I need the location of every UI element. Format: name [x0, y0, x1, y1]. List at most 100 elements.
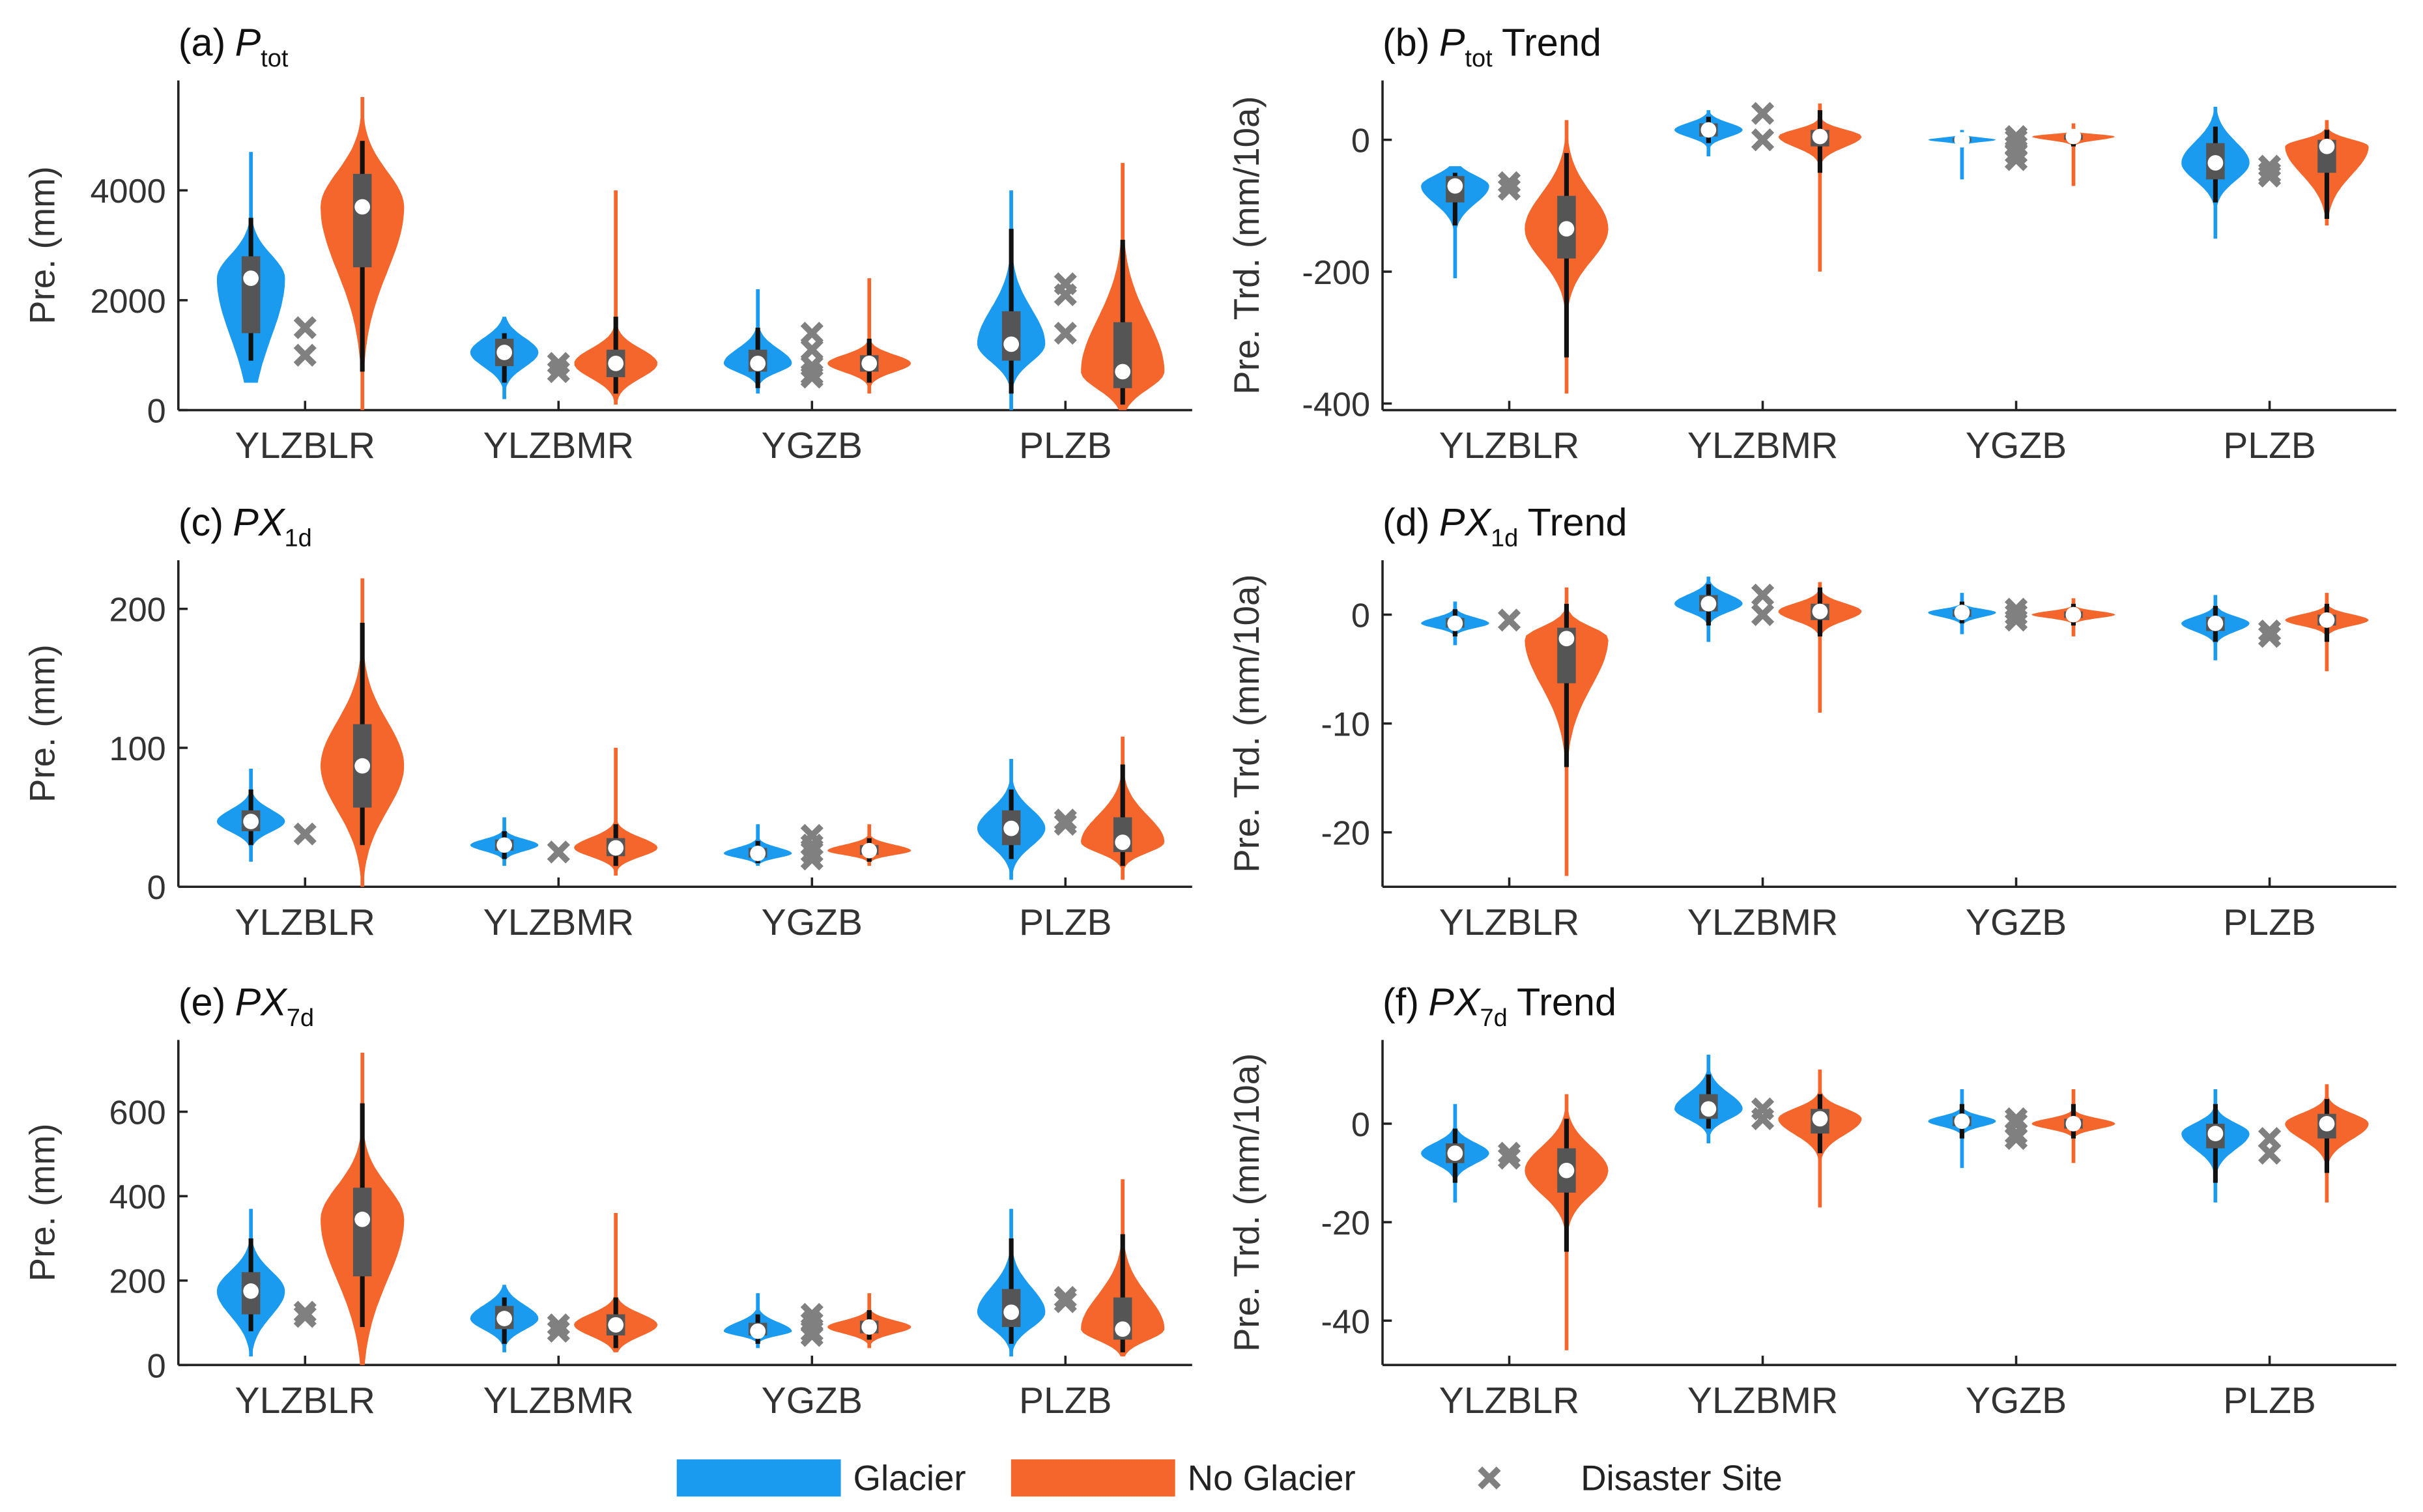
cross-stroke — [800, 840, 824, 864]
cross-stroke — [2258, 625, 2282, 648]
x-tick-label: YLZBMR — [1687, 902, 1838, 943]
cross-stroke — [2004, 141, 2028, 165]
median — [1812, 603, 1828, 620]
median — [1447, 616, 1463, 631]
median — [1700, 1101, 1717, 1117]
legend-swatch — [676, 1459, 841, 1497]
cross-stroke — [2004, 608, 2028, 632]
median — [861, 842, 878, 859]
median — [243, 814, 259, 829]
median — [1812, 1111, 1828, 1127]
violin — [827, 278, 911, 394]
x-tick-label: YGZB — [1966, 1380, 2067, 1421]
cross-stroke — [800, 1324, 824, 1347]
x-tick-label: YLZBLR — [1439, 1380, 1579, 1421]
y-axis-label: Pre. (mm) — [23, 1123, 63, 1281]
disaster-marker — [1054, 812, 1077, 836]
y-tick-label: 0 — [147, 1347, 166, 1385]
cross-stroke — [2004, 148, 2028, 171]
disaster-marker — [2004, 603, 2028, 627]
title-subscript: 7d — [287, 1005, 314, 1032]
panel-title: (c) PX1d — [179, 500, 312, 552]
title-label: (e) — [179, 980, 226, 1023]
title-symbol: PX — [1428, 980, 1482, 1023]
median — [1558, 631, 1575, 647]
cross-stroke — [1751, 583, 1775, 607]
cross-stroke — [2258, 164, 2282, 188]
y-axis-label: Pre. (mm) — [23, 644, 63, 803]
cross-stroke — [1054, 283, 1077, 307]
title-subscript: 1d — [284, 525, 311, 552]
cross-stroke — [547, 1313, 570, 1337]
x-tick-label: YLZBLR — [235, 425, 375, 466]
median — [750, 355, 766, 371]
median — [861, 355, 878, 371]
median — [1003, 336, 1020, 352]
title-suffix: Trend — [1528, 500, 1627, 544]
title-label: (b) — [1383, 21, 1430, 64]
cross-stroke — [1497, 1141, 1521, 1165]
violin — [1778, 582, 1862, 713]
iqr-box — [352, 173, 372, 268]
legend-label: No Glacier — [1188, 1459, 1356, 1498]
median — [750, 846, 766, 861]
y-tick-label: 0 — [1351, 597, 1370, 635]
cross-stroke — [800, 847, 824, 871]
median — [608, 840, 624, 856]
y-axis-label: Pre. (mm) — [23, 166, 63, 324]
disaster-marker — [293, 343, 317, 367]
median — [1003, 820, 1020, 836]
median — [1003, 1304, 1020, 1320]
x-tick-label: YLZBMR — [483, 902, 634, 943]
legend-swatch — [1011, 1459, 1175, 1497]
x-tick-label: PLZB — [2223, 902, 2316, 943]
y-axis-label: Pre. Trd. (mm/10a) — [1227, 1053, 1267, 1352]
disaster-marker — [800, 840, 824, 864]
y-tick-label: 0 — [147, 869, 166, 907]
y-tick-label: -20 — [1321, 1205, 1370, 1242]
disaster-marker — [1497, 608, 1521, 632]
y-tick-label: -40 — [1321, 1303, 1370, 1341]
median — [2065, 606, 2082, 623]
disaster-marker — [2258, 625, 2282, 648]
y-tick-label: 200 — [109, 1263, 166, 1301]
median — [2319, 138, 2335, 154]
x-tick-label: YLZBMR — [483, 425, 634, 466]
cross-stroke — [293, 822, 317, 846]
disaster-marker — [2258, 1141, 2282, 1165]
median — [1954, 1113, 1970, 1130]
median — [608, 355, 624, 371]
disaster-marker — [2004, 1122, 2028, 1145]
y-tick-label: 0 — [147, 393, 166, 431]
cross-stroke — [2004, 1122, 2028, 1145]
y-axis-label: Pre. Trd. (mm/10a) — [1227, 574, 1267, 872]
title-symbol: PX — [233, 500, 286, 544]
legend-label: Disaster Site — [1581, 1459, 1783, 1498]
title-suffix: Trend — [1502, 21, 1601, 64]
title-label: (d) — [1383, 500, 1430, 544]
x-tick-label: YGZB — [762, 1380, 863, 1421]
median — [2207, 1126, 2224, 1141]
disaster-marker — [1497, 1147, 1521, 1170]
median — [750, 1323, 766, 1339]
disaster-marker — [547, 1319, 570, 1343]
x-tick-label: YLZBMR — [1687, 1380, 1838, 1421]
disaster-marker — [1497, 1141, 1521, 1165]
median — [1700, 122, 1717, 138]
iqr-box — [1001, 311, 1021, 361]
disaster-marker — [1054, 283, 1077, 307]
y-tick-label: 400 — [109, 1178, 166, 1216]
median — [1115, 834, 1131, 850]
median — [608, 1317, 624, 1333]
panel-title: (b) Ptot Trend — [1383, 21, 1601, 73]
violin — [1778, 103, 1862, 272]
disaster-marker — [800, 847, 824, 871]
y-tick-label: 100 — [109, 730, 166, 768]
disaster-marker — [1497, 171, 1521, 195]
median — [1115, 364, 1131, 380]
cross-stroke — [1054, 321, 1077, 345]
disaster-marker — [2258, 164, 2282, 188]
cross-stroke — [1054, 812, 1077, 836]
cross-stroke — [293, 316, 317, 339]
cross-stroke — [547, 840, 570, 864]
